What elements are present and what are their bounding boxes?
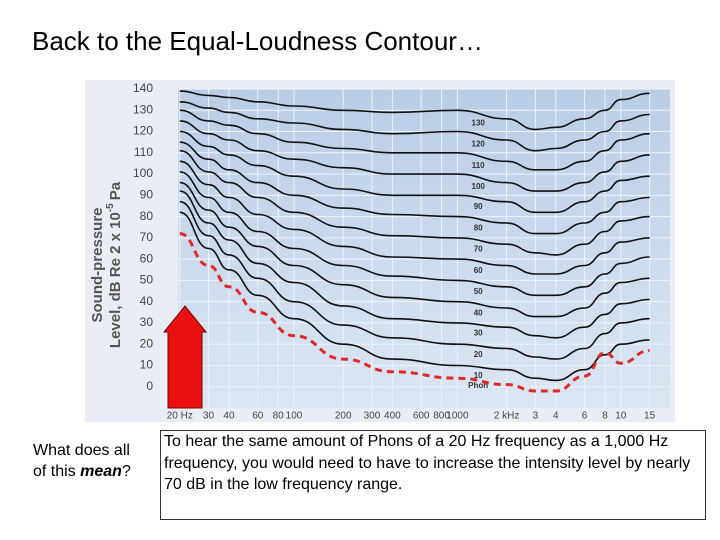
y-tick-label: 50 [140, 273, 154, 287]
side-note-end: ? [121, 463, 131, 480]
x-tick-label: 8 [602, 411, 608, 422]
contour-line [179, 171, 650, 297]
plot-area [178, 89, 670, 408]
contour-line [179, 120, 650, 192]
contour-line [179, 200, 650, 360]
y-tick-label: 10 [140, 358, 154, 372]
contour-line [179, 141, 650, 235]
y-tick-label: 0 [146, 379, 153, 393]
contour-line [179, 190, 650, 339]
contour-label: 90 [474, 202, 483, 211]
threshold-line [179, 232, 650, 393]
contour-label: 20 [474, 350, 483, 359]
chart: Sound-pressure Level, dB Re 2 x 10-5 Pa 0… [85, 80, 675, 422]
contour-line [179, 130, 650, 214]
red-arrow [162, 305, 208, 409]
y-tick-label: 20 [140, 336, 154, 350]
y-axis-label-part: Level, dB Re 2 x 10 [107, 212, 124, 348]
contour-label: 100 [472, 182, 486, 191]
contour-line [179, 211, 650, 382]
y-tick-label: 100 [133, 166, 153, 180]
contour-label: 30 [474, 329, 483, 338]
x-tick-label: 100 [286, 411, 303, 422]
x-tick-label: 15 [644, 411, 656, 422]
contour-label: 130 [472, 118, 486, 127]
x-tick-label: 80 [273, 411, 285, 422]
x-tick-label: 60 [252, 411, 264, 422]
contour-label: 50 [474, 287, 483, 296]
y-tick-label: 90 [140, 188, 154, 202]
x-tick-label: 200 [335, 411, 352, 422]
x-tick-label: 20 Hz [167, 411, 193, 422]
contour-label: 60 [474, 266, 483, 275]
y-axis-label: Level, dB Re 2 x 10-5 Pa [105, 181, 124, 348]
contour-line [179, 149, 650, 256]
contour-line [179, 90, 650, 131]
y-axis-label: Sound-pressure [89, 207, 106, 322]
x-tick-label: 1000 [446, 411, 469, 422]
side-note-text: What does all of this [33, 442, 130, 480]
x-tick-label: 30 [203, 411, 215, 422]
unit-label: Phon [468, 381, 488, 390]
x-tick-label: 40 [223, 411, 235, 422]
x-tick-label: 4 [553, 411, 559, 422]
y-axis-label-part: Pa [107, 181, 124, 200]
caption-box: To hear the same amount of Phons of a 20… [160, 430, 706, 520]
contour-label: 10 [474, 371, 483, 380]
x-tick-label: 300 [364, 411, 381, 422]
contour-label: 40 [474, 309, 483, 318]
contour-line [179, 181, 650, 318]
y-tick-label: 140 [133, 81, 153, 95]
y-tick-label: 120 [133, 124, 153, 138]
contour-label: 110 [472, 161, 485, 170]
y-axis-label-exponent: -5 [105, 203, 116, 212]
x-tick-label: 3 [533, 411, 539, 422]
slide-title: Back to the Equal-Loudness Contour… [32, 26, 483, 56]
contour-label: 70 [474, 245, 483, 254]
side-note: What does all of this mean? [33, 440, 133, 482]
x-tick-label: 10 [615, 411, 627, 422]
y-tick-label: 110 [134, 145, 153, 159]
contour-line [179, 160, 650, 275]
contour-label: 80 [474, 223, 483, 232]
x-tick-label: 600 [413, 411, 430, 422]
x-tick-label: 6 [582, 411, 588, 422]
contour-label: 120 [472, 140, 486, 149]
x-tick-label: 400 [384, 411, 401, 422]
y-tick-label: 40 [140, 294, 154, 308]
y-tick-label: 30 [140, 315, 154, 329]
side-note-emphasis: mean [80, 463, 122, 480]
y-tick-label: 130 [133, 102, 153, 116]
contour-line [179, 109, 650, 171]
y-tick-label: 70 [140, 230, 154, 244]
x-tick-label: 800 [433, 411, 450, 422]
y-tick-label: 80 [140, 209, 154, 223]
contour-line [179, 101, 650, 152]
y-tick-label: 60 [140, 251, 154, 265]
x-tick-label: 2 kHz [494, 411, 520, 422]
